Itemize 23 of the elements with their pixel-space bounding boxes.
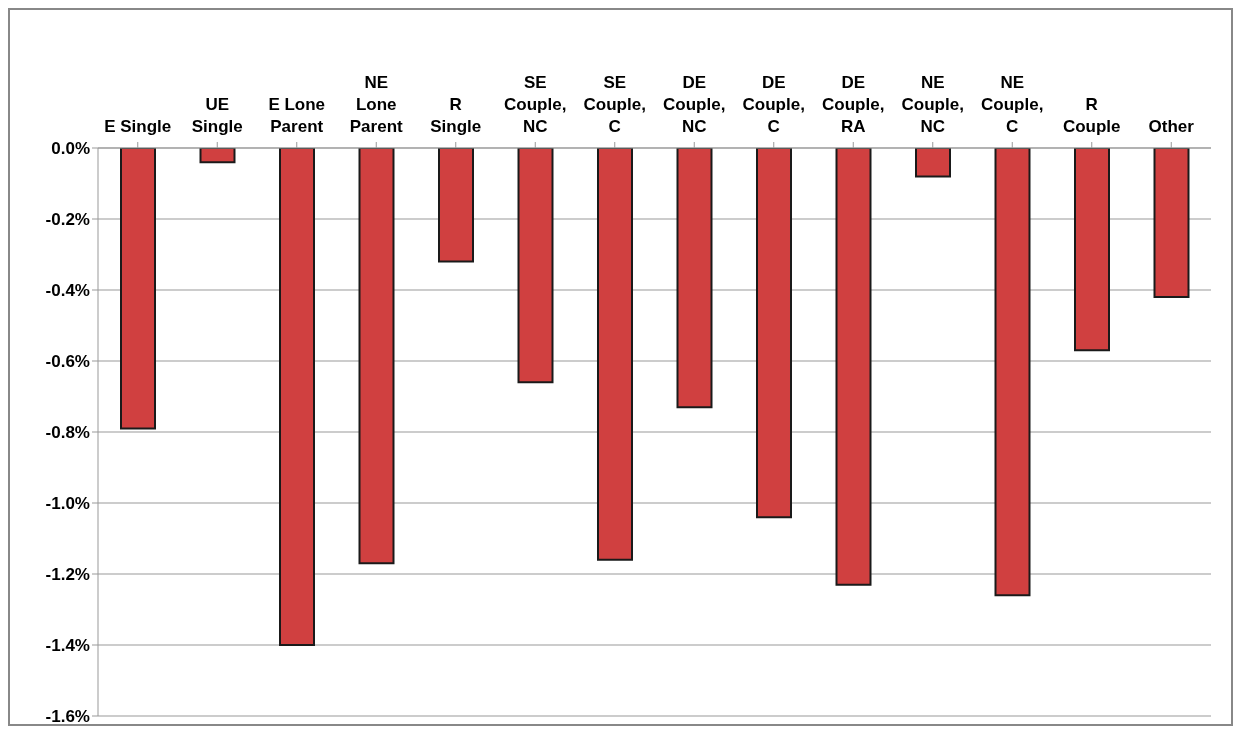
x-tick-label: E Lone Parent <box>268 95 326 136</box>
x-tick-label: DE Couple, NC <box>663 73 726 136</box>
x-tick-label: SE Couple, NC <box>504 73 567 136</box>
y-tick-label: -1.0% <box>45 494 90 514</box>
x-tick-label: SE Couple, C <box>583 73 646 136</box>
y-tick-label: -0.2% <box>45 210 90 230</box>
x-tick-label: NE Lone Parent <box>349 73 404 136</box>
y-tick-label: -1.4% <box>45 636 90 656</box>
x-tick-label: NE Couple, C <box>981 73 1044 136</box>
y-tick-label: -1.6% <box>45 707 90 727</box>
y-tick-label: -0.4% <box>45 281 90 301</box>
x-tick-label: DE Couple, RA <box>822 73 885 136</box>
x-tick-label: UE Single <box>191 95 243 136</box>
y-tick-label: -1.2% <box>45 565 90 585</box>
x-tick-label: R Single <box>430 95 482 136</box>
x-tick-label: NE Couple, NC <box>901 73 964 136</box>
x-tick-label: DE Couple, C <box>742 73 805 136</box>
x-tick-label: E Single <box>104 117 172 136</box>
y-tick-label: 0.0% <box>51 139 90 159</box>
x-tick-label: R Couple <box>1062 95 1121 136</box>
x-tick-label: Other <box>1148 117 1195 136</box>
y-tick-label: -0.6% <box>45 352 90 372</box>
y-tick-label: -0.8% <box>45 423 90 443</box>
